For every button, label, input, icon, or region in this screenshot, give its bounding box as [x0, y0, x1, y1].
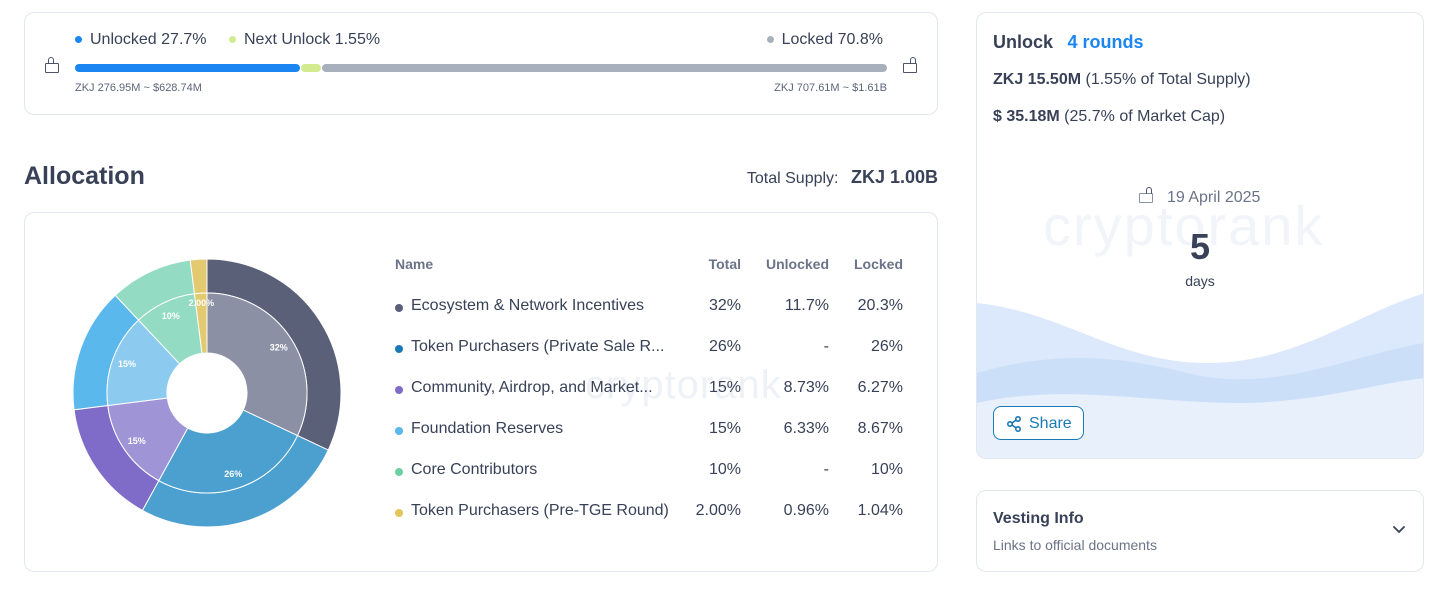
col-header-locked: Locked — [853, 256, 903, 272]
share-label: Share — [1029, 415, 1072, 432]
row-unlocked: 0.96% — [783, 502, 829, 519]
row-locked: 6.27% — [857, 379, 903, 396]
unlocked-dot — [75, 36, 82, 43]
unlock-title: Unlock — [993, 32, 1054, 52]
row-locked: 8.67% — [857, 420, 903, 437]
total-supply-label: Total Supply: — [746, 170, 839, 187]
col-header-total: Total — [708, 256, 741, 272]
row-unlocked: 6.33% — [783, 420, 829, 437]
unlock-value-line: $ 35.18M (25.7% of Market Cap) — [993, 108, 1225, 126]
allocation-donut-chart: 32% 26% 15% 15% 10% 2.00% — [72, 258, 342, 528]
unlock-amount-line: ZKJ 15.50M (1.55% of Total Supply) — [993, 71, 1251, 89]
unlock-heading: Unlock 4 rounds — [993, 32, 1143, 53]
row-locked: 20.3% — [857, 297, 903, 314]
unlock-usd-note: (25.7% of Market Cap) — [1064, 108, 1226, 125]
row-total: 10% — [708, 461, 741, 478]
wave-background — [977, 293, 1423, 458]
share-icon — [1006, 416, 1021, 432]
unlock-icon — [903, 57, 917, 73]
row-unlocked: - — [823, 461, 829, 478]
row-total: 26% — [708, 338, 741, 355]
row-color-dot — [395, 386, 403, 394]
unlock-progress-card: Unlocked 27.7% Next Unlock 1.55% Locked … — [24, 12, 938, 115]
col-header-unlocked: Unlocked — [765, 256, 829, 272]
progress-unlocked-segment — [75, 64, 300, 72]
progress-next-segment — [300, 64, 322, 72]
row-unlocked: 11.7% — [784, 297, 829, 314]
allocation-title: Allocation — [24, 162, 145, 190]
row-color-dot — [395, 345, 403, 353]
unlock-date-icon — [1139, 187, 1153, 203]
unlock-amount-value: ZKJ 15.50M — [993, 71, 1082, 88]
table-row: Ecosystem & Network Incentives 32% 11.7% 20… — [25, 297, 925, 321]
vesting-subtitle: Links to official documents — [993, 537, 1157, 553]
next-unlock-label: Next Unlock 1.55% — [244, 31, 381, 48]
row-locked: 10% — [870, 461, 903, 478]
allocation-watermark: cryptorank — [585, 363, 782, 407]
row-locked: 1.04% — [857, 502, 903, 519]
total-supply-value: ZKJ 1.00B — [850, 167, 938, 187]
col-header-name: Name — [395, 256, 434, 272]
row-name: Token Purchasers (Private Sale R... — [411, 338, 665, 355]
legend-next-unlock: Next Unlock 1.55% — [229, 31, 380, 49]
donut-slice-label: 26% — [224, 469, 242, 479]
row-total: 2.00% — [695, 502, 741, 519]
table-row: Core Contributors 10% - 10% — [25, 461, 925, 485]
unlock-amount-note: (1.55% of Total Supply) — [1085, 71, 1251, 88]
chevron-down-icon[interactable] — [1392, 525, 1406, 535]
row-name: Ecosystem & Network Incentives — [411, 297, 644, 314]
locked-label: Locked 70.8% — [781, 31, 883, 48]
donut-hole — [167, 353, 247, 433]
table-row: Token Purchasers (Pre-TGE Round) 2.00% 0.9… — [25, 502, 925, 526]
donut-slice-label: 2.00% — [189, 298, 215, 308]
next-unlock-dot — [229, 36, 236, 43]
row-unlocked: 8.73% — [783, 379, 829, 396]
legend-unlocked: Unlocked 27.7% — [75, 31, 207, 49]
unlocked-label: Unlocked 27.7% — [90, 31, 207, 48]
table-row: Community, Airdrop, and Market... 15% 8.73… — [25, 379, 925, 403]
next-unlock-card: Unlock 4 rounds ZKJ 15.50M (1.55% of Tot… — [976, 12, 1424, 459]
row-name: Core Contributors — [411, 461, 538, 478]
row-name: Foundation Reserves — [411, 420, 564, 437]
legend-locked: Locked 70.8% — [766, 31, 883, 49]
donut-slice-label: 32% — [270, 342, 288, 352]
row-color-dot — [395, 304, 403, 312]
unlock-watermark: cryptorank — [1043, 194, 1325, 257]
unlock-countdown-value: 5 — [1189, 226, 1211, 267]
row-name: Community, Airdrop, and Market... — [411, 379, 653, 396]
vesting-title: Vesting Info — [993, 510, 1084, 527]
row-name: Token Purchasers (Pre-TGE Round) — [411, 502, 669, 519]
table-row: Foundation Reserves 15% 6.33% 8.67% — [25, 420, 925, 444]
progress-bar — [75, 64, 887, 72]
unlock-date: 19 April 2025 — [1167, 189, 1261, 206]
total-supply: Total Supply: ZKJ 1.00B — [747, 167, 938, 188]
row-total: 15% — [708, 379, 741, 396]
progress-locked-segment — [322, 64, 887, 72]
row-color-dot — [395, 509, 403, 517]
donut-slice-label: 15% — [128, 436, 146, 446]
donut-slice-label: 15% — [118, 359, 136, 369]
row-color-dot — [395, 468, 403, 476]
row-total: 32% — [708, 297, 741, 314]
allocation-card: cryptorank 32% 26% 15% 15% 10% 2.00% Name Tot… — [24, 212, 938, 572]
locked-amount: ZKJ 707.61M ~ $1.61B — [774, 82, 887, 94]
lock-icon — [45, 57, 59, 73]
row-unlocked: - — [823, 338, 829, 355]
donut-slice-label: 10% — [162, 311, 180, 321]
share-button[interactable]: Share — [993, 406, 1084, 440]
unlock-countdown-unit: days — [1185, 273, 1215, 289]
unlock-rounds-link[interactable]: 4 rounds — [1067, 32, 1144, 52]
locked-dot — [766, 36, 774, 43]
unlocked-amount: ZKJ 276.95M ~ $628.74M — [75, 82, 202, 94]
row-locked: 26% — [870, 338, 903, 355]
table-row: Token Purchasers (Private Sale R... 26% - 2… — [25, 338, 925, 362]
row-color-dot — [395, 427, 403, 435]
vesting-info-card[interactable]: Vesting Info Links to official documents — [976, 490, 1424, 572]
unlock-usd-value: $ 35.18M — [993, 108, 1060, 125]
row-total: 15% — [708, 420, 741, 437]
